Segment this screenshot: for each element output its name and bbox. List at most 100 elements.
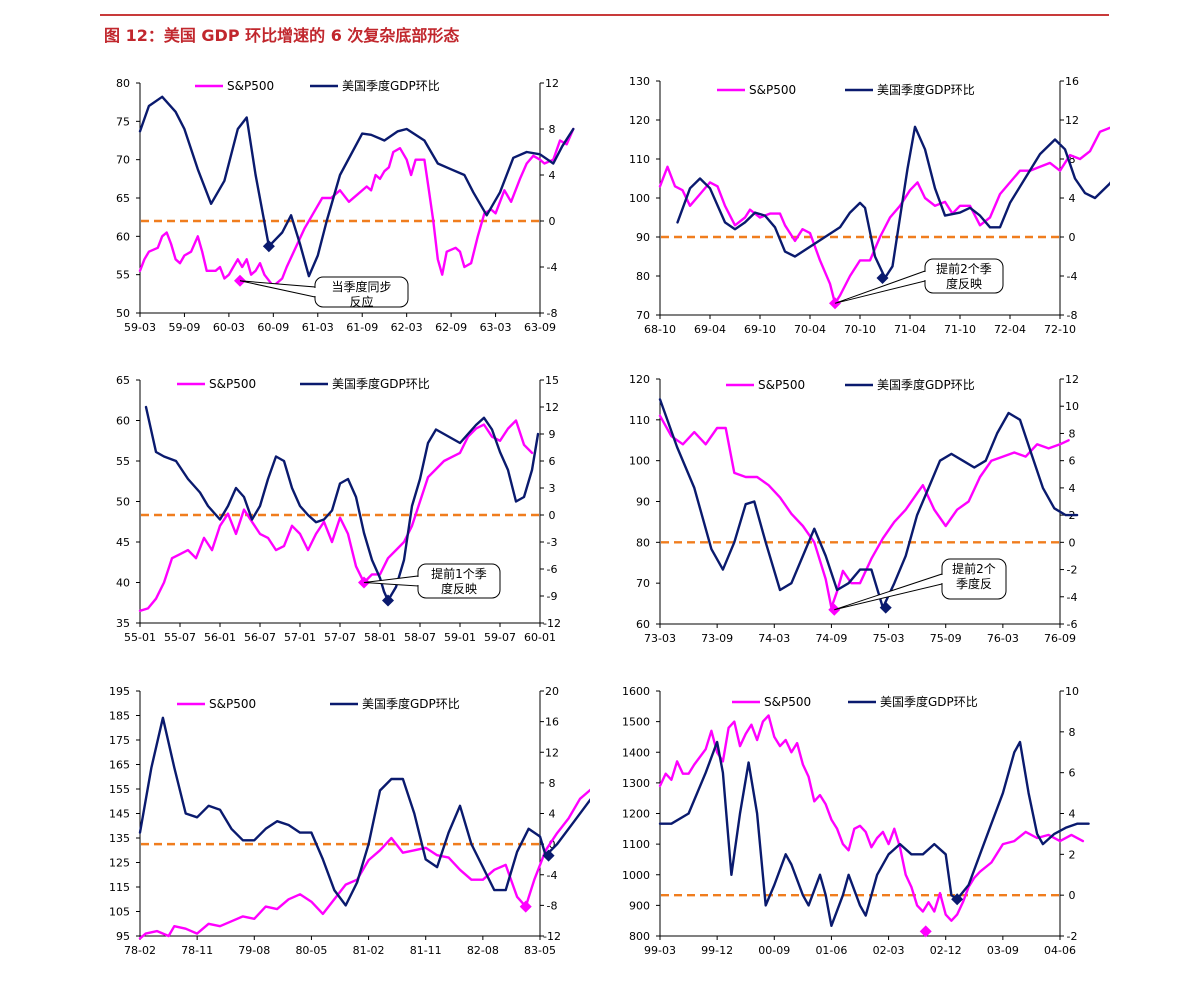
- x-tick-label: 99-12: [701, 944, 733, 957]
- left-tick-label: 145: [109, 808, 130, 821]
- x-tick-label: 73-03: [644, 632, 676, 645]
- figure-title: 图 12：美国 GDP 环比增速的 6 次复杂底部形态: [104, 26, 460, 45]
- gdp-line: [658, 398, 1079, 609]
- right-tick-label: -4: [1067, 591, 1078, 604]
- left-tick-label: 90: [636, 496, 650, 509]
- x-tick-label: 56-01: [204, 631, 236, 644]
- annotation-text: 季度反: [956, 576, 992, 591]
- right-tick-label: -8: [547, 307, 558, 320]
- x-tick-label: 69-10: [744, 323, 776, 336]
- chart-panel-6: 800 900 1000 1100 1200 1300 1400 1500 1600 -2 0 2 4 6…: [622, 685, 1090, 957]
- right-tick-label: -4: [1067, 270, 1078, 283]
- gdp-legend-label: 美国季度GDP环比: [342, 78, 440, 93]
- left-tick-label: 1100: [622, 838, 650, 851]
- left-tick-label: 70: [636, 309, 650, 322]
- x-tick-label: 74-09: [815, 632, 847, 645]
- right-tick-label: -2: [1067, 930, 1078, 943]
- x-tick-label: 75-03: [873, 632, 905, 645]
- annotation-pointer: [363, 575, 419, 587]
- right-tick-label: -12: [543, 930, 561, 943]
- x-tick-label: 76-09: [1044, 632, 1076, 645]
- left-tick-label: 120: [629, 114, 650, 127]
- chart-panel-1: 50 55 60 65 70 75 80 -8 -4 0 4 8 12 59-03 59-09 60-03 60…: [116, 77, 575, 334]
- left-tick-label: 115: [109, 881, 130, 894]
- right-tick-label: -3: [547, 536, 558, 549]
- chart-panel-2: 70 80 90 100 110 120 130 -8 -4 0 4 8 12 16 68-10 69-04 6…: [629, 75, 1110, 336]
- x-tick-label: 63-03: [480, 321, 512, 334]
- annotation-text: 反应: [349, 294, 373, 309]
- sp500-line: [658, 126, 1110, 305]
- right-tick-label: 16: [1065, 75, 1079, 88]
- right-tick-label: -4: [547, 869, 558, 882]
- x-tick-label: 60-09: [257, 321, 289, 334]
- gdp-legend-label: 美国季度GDP环比: [362, 696, 460, 711]
- left-tick-label: 1600: [622, 685, 650, 698]
- x-tick-label: 59-03: [124, 321, 156, 334]
- right-tick-label: 0: [549, 838, 556, 851]
- left-tick-label: 60: [116, 415, 130, 428]
- left-tick-label: 1300: [622, 777, 650, 790]
- sp500-trough-marker: [519, 900, 532, 913]
- left-tick-label: 1400: [622, 746, 650, 759]
- right-tick-label: -4: [547, 261, 558, 274]
- left-tick-label: 135: [109, 832, 130, 845]
- right-tick-label: 0: [1069, 231, 1076, 244]
- right-tick-label: -6: [547, 563, 558, 576]
- gdp-trough-marker: [382, 594, 394, 607]
- right-tick-label: -8: [547, 899, 558, 912]
- sp500-legend-label: S&P500: [758, 378, 805, 392]
- x-tick-label: 72-04: [994, 323, 1026, 336]
- annotation-text: 提前2个季: [936, 261, 992, 276]
- left-tick-label: 65: [116, 374, 130, 387]
- left-tick-label: 70: [636, 577, 650, 590]
- x-tick-label: 60-03: [213, 321, 245, 334]
- sp500-line: [138, 419, 534, 612]
- right-tick-label: 8: [1069, 726, 1076, 739]
- gdp-trough-marker: [876, 271, 889, 284]
- left-tick-label: 110: [629, 414, 650, 427]
- x-tick-label: 59-09: [168, 321, 200, 334]
- x-tick-label: 57-01: [284, 631, 316, 644]
- right-tick-label: 2: [1069, 848, 1076, 861]
- left-tick-label: 95: [116, 930, 130, 943]
- x-tick-label: 02-12: [930, 944, 962, 957]
- sp500-line: [658, 714, 1085, 922]
- x-tick-label: 75-09: [930, 632, 962, 645]
- gdp-line: [138, 716, 590, 907]
- x-tick-label: 59-01: [444, 631, 476, 644]
- x-tick-label: 81-02: [353, 944, 385, 957]
- sp500-legend-label: S&P500: [749, 83, 796, 97]
- right-tick-label: 12: [545, 746, 559, 759]
- x-tick-label: 70-04: [794, 323, 826, 336]
- left-tick-label: 900: [629, 899, 650, 912]
- left-tick-label: 120: [629, 373, 650, 386]
- left-tick-label: 100: [629, 455, 650, 468]
- x-tick-label: 79-08: [238, 944, 270, 957]
- left-tick-label: 185: [109, 710, 130, 723]
- right-tick-label: 6: [1069, 455, 1076, 468]
- gdp-line: [144, 405, 540, 602]
- gdp-line: [676, 125, 1110, 280]
- right-tick-label: 12: [545, 77, 559, 90]
- left-tick-label: 80: [636, 270, 650, 283]
- left-tick-label: 165: [109, 759, 130, 772]
- sp500-legend-label: S&P500: [209, 697, 256, 711]
- right-tick-label: 12: [545, 401, 559, 414]
- left-tick-label: 130: [629, 75, 650, 88]
- sp500-legend-label: S&P500: [764, 695, 811, 709]
- left-tick-label: 90: [636, 231, 650, 244]
- x-tick-label: 71-10: [944, 323, 976, 336]
- right-tick-label: 12: [1065, 114, 1079, 127]
- sp500-legend-label: S&P500: [227, 79, 274, 93]
- right-tick-label: 10: [1065, 400, 1079, 413]
- x-tick-label: 80-05: [295, 944, 327, 957]
- x-tick-label: 73-09: [701, 632, 733, 645]
- right-tick-label: -12: [543, 617, 561, 630]
- right-tick-label: 4: [1069, 808, 1076, 821]
- gdp-legend-label: 美国季度GDP环比: [877, 377, 975, 392]
- annotation-text: 度反映: [441, 581, 477, 596]
- left-tick-label: 155: [109, 783, 130, 796]
- x-tick-label: 72-10: [1044, 323, 1076, 336]
- right-tick-label: 4: [549, 808, 556, 821]
- x-tick-label: 55-01: [124, 631, 156, 644]
